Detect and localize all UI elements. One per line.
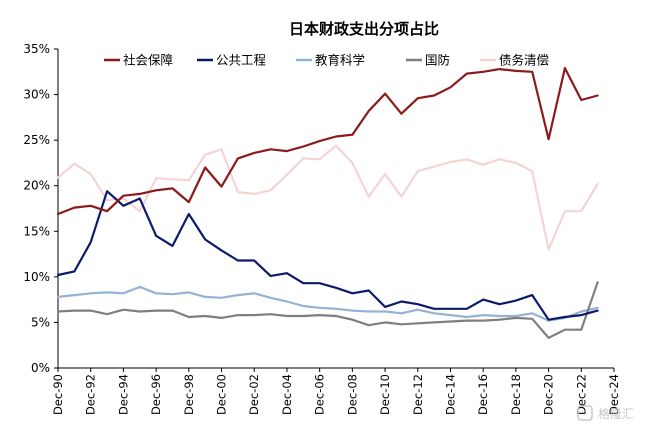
series-line: [56, 144, 599, 251]
watermark: 格隆汇: [577, 405, 634, 421]
legend-label: 债务清偿: [499, 53, 549, 68]
x-tick-label: Dec-10: [378, 374, 392, 415]
x-tick-label: Dec-08: [345, 374, 359, 415]
y-tick-label: 35%: [23, 42, 50, 56]
watermark-text: 格隆汇: [598, 406, 634, 421]
x-tick-label: Dec-00: [215, 374, 229, 415]
legend-label: 社会保障: [123, 53, 173, 68]
x-tick-label: Dec-02: [247, 374, 261, 415]
y-tick-label: 25%: [23, 133, 50, 147]
x-tick-label: Dec-20: [542, 374, 556, 415]
x-tick-label: Dec-18: [509, 374, 523, 415]
series-line: [56, 281, 599, 339]
y-axis: 0% 5% 10% 15% 20% 25% 30% 35%: [23, 42, 59, 375]
x-tick-label: Dec-24: [607, 374, 621, 415]
watermark-logo-icon: [577, 405, 593, 421]
x-tick-label: Dec-94: [116, 374, 130, 415]
x-tick-label: Dec-06: [313, 374, 327, 415]
legend-label: 公共工程: [216, 53, 267, 68]
x-axis: Dec-90 Dec-92 Dec-94 Dec-96 Dec-98 Dec-00 Dec-…: [51, 367, 621, 415]
legend: 社会保障 公共工程 教育科学 国防 债务清偿: [104, 53, 549, 68]
x-tick-label: Dec-90: [51, 374, 65, 415]
x-tick-label: Dec-96: [149, 374, 163, 415]
x-tick-label: Dec-04: [280, 374, 294, 415]
series-line: [56, 285, 599, 322]
y-tick-label: 15%: [23, 224, 50, 238]
legend-label: 国防: [425, 53, 450, 68]
x-tick-label: Dec-98: [182, 374, 196, 415]
series-line: [56, 66, 599, 216]
chart-title: 日本财政支出分项占比: [289, 20, 439, 38]
y-tick-label: 5%: [31, 315, 50, 329]
x-tick-label: Dec-14: [443, 374, 457, 415]
x-tick-label: Dec-22: [574, 374, 588, 415]
x-tick-label: Dec-92: [84, 374, 98, 415]
x-tick-label: Dec-12: [411, 374, 425, 415]
y-tick-label: 0%: [31, 361, 50, 375]
y-tick-label: 20%: [23, 179, 50, 193]
legend-label: 教育科学: [315, 53, 365, 68]
x-tick-label: Dec-16: [476, 374, 490, 415]
y-tick-label: 10%: [23, 270, 50, 284]
y-tick-label: 30%: [23, 88, 50, 102]
series-layer: [56, 66, 599, 339]
series-line: [56, 190, 599, 321]
